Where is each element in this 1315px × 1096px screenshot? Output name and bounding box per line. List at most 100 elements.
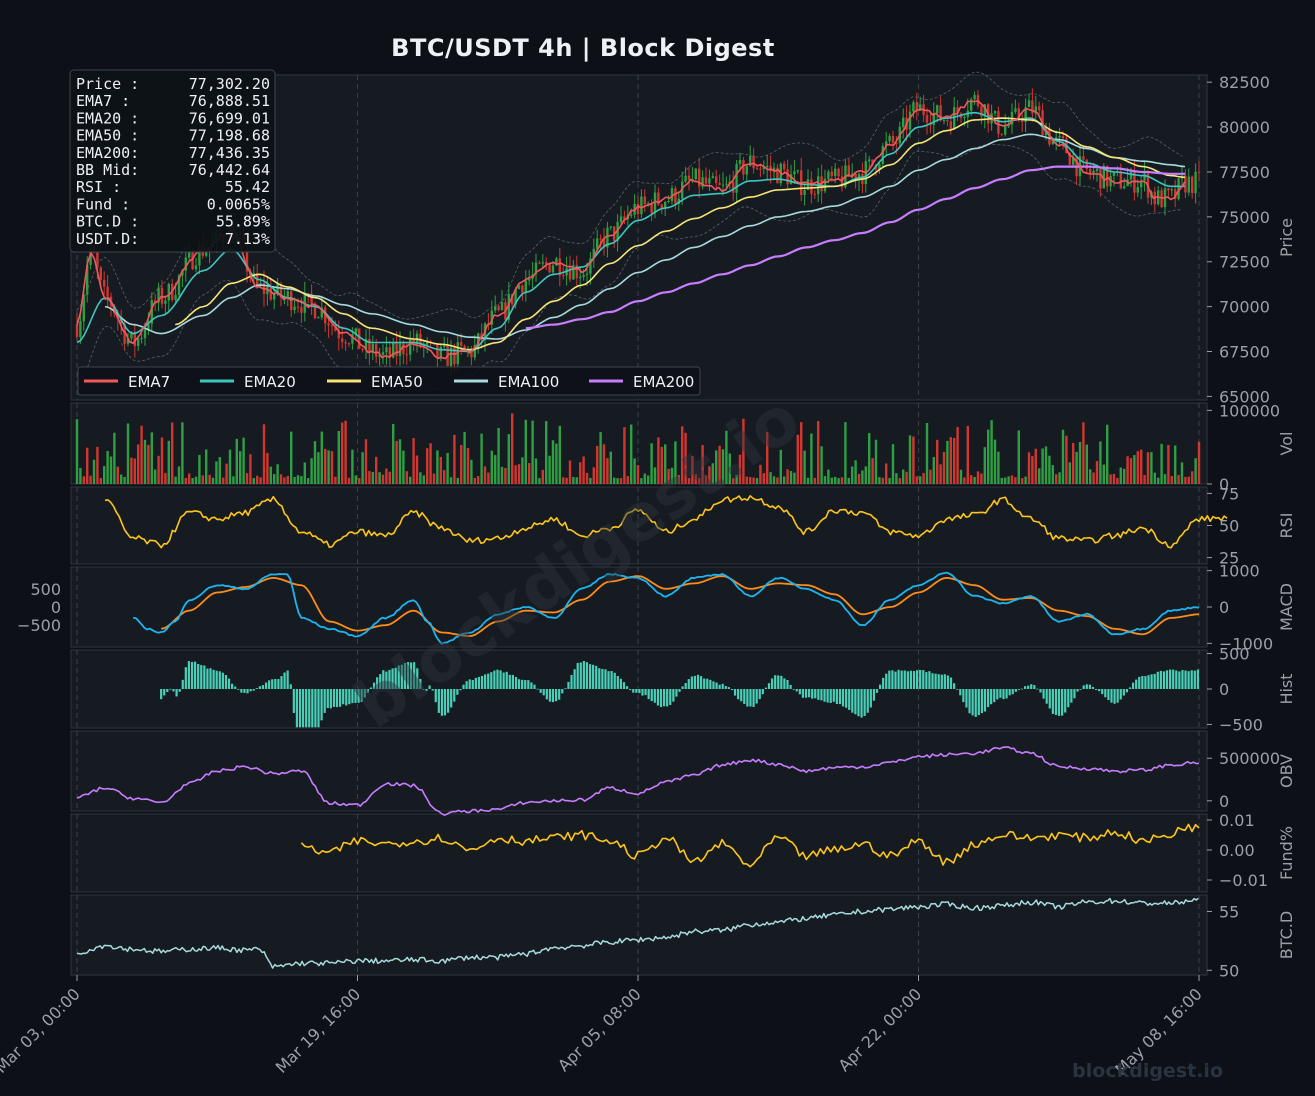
volume-bar: [1034, 448, 1037, 484]
volume-bar: [538, 478, 541, 484]
hist-bar: [345, 689, 348, 706]
volume-bar: [670, 467, 674, 484]
volume-bar: [701, 444, 704, 484]
candle-body: [307, 293, 310, 295]
candle-body: [708, 178, 711, 184]
volume-bar: [871, 458, 874, 484]
candle-body: [514, 288, 517, 305]
volume-bar: [681, 426, 684, 484]
volume-bar: [1143, 475, 1146, 484]
tick-label: 0: [1219, 598, 1229, 617]
hist-bar: [459, 689, 462, 691]
hist-bar: [931, 673, 934, 689]
hist-bar: [1030, 684, 1033, 689]
volume-bar: [113, 432, 116, 484]
hist-bar: [1091, 686, 1095, 689]
candle-body: [670, 188, 674, 201]
candle-body: [980, 106, 983, 117]
volume-bar: [735, 474, 738, 484]
volume-bar: [1163, 474, 1167, 484]
candle-body: [592, 248, 595, 259]
hist-bar: [471, 679, 474, 689]
volume-bar: [565, 477, 568, 484]
volume-bar: [1184, 476, 1187, 484]
volume-bar: [201, 475, 204, 484]
volume-bar: [446, 452, 449, 484]
hist-bar: [582, 660, 585, 689]
hist-bar: [579, 662, 582, 689]
volume-bar: [711, 463, 714, 484]
info-label: EMA20 :: [76, 109, 139, 127]
hist-bar: [311, 689, 314, 728]
hist-bar: [854, 689, 857, 715]
hist-bar: [928, 671, 931, 689]
candle-body: [337, 330, 340, 339]
volume-bar: [551, 440, 555, 484]
hist-bar: [740, 689, 743, 702]
volume-bar: [1061, 429, 1065, 484]
hist-bar: [684, 682, 687, 689]
volume-bar: [912, 436, 915, 484]
candle-body: [596, 238, 599, 249]
tick-label: 0.00: [1219, 841, 1255, 860]
volume-bar: [616, 478, 619, 484]
hist-bar: [521, 679, 524, 689]
candle-body: [657, 192, 660, 205]
candle-body: [606, 227, 609, 248]
candle-body: [181, 270, 184, 276]
volume-bar: [555, 443, 558, 484]
hist-bar: [409, 662, 413, 689]
volume-bar: [572, 477, 575, 484]
volume-bar: [956, 427, 959, 484]
hist-bar: [588, 664, 592, 689]
candle-body: [524, 280, 527, 293]
volume-bar: [976, 471, 980, 484]
volume-bar: [256, 475, 259, 484]
hist-bar: [993, 689, 996, 703]
volume-bar: [1058, 472, 1061, 484]
volume-bar: [582, 456, 585, 484]
hist-bar: [453, 689, 456, 702]
hist-bar: [413, 662, 416, 689]
legend-item: EMA200: [633, 373, 694, 391]
volume-bar: [800, 422, 803, 484]
hist-bar: [804, 689, 808, 698]
tick-label: 50: [1219, 961, 1239, 980]
candle-body: [868, 159, 871, 162]
legend-item: EMA20: [244, 373, 296, 391]
volume-bar: [330, 451, 334, 484]
candle-body: [1061, 136, 1065, 139]
candle-body: [834, 168, 837, 177]
volume-bar: [623, 427, 626, 484]
volume-bar: [1085, 444, 1088, 484]
candle-body: [1177, 178, 1180, 199]
volume-bar: [609, 451, 612, 484]
volume-bar: [813, 477, 816, 484]
candle-body: [1051, 140, 1054, 145]
candle-body: [534, 262, 538, 275]
volume-bar: [371, 472, 374, 484]
candle-body: [191, 251, 194, 270]
volume-bar: [283, 477, 286, 484]
hist-bar: [1094, 689, 1098, 691]
hist-bar: [545, 689, 548, 700]
hist-bar: [653, 689, 656, 703]
hist-bar: [181, 679, 184, 689]
candle-body: [511, 293, 514, 305]
candle-body: [106, 286, 109, 297]
candle-body: [147, 323, 150, 330]
candle-body: [426, 341, 429, 345]
hist-bar: [1020, 688, 1024, 690]
hist-bar: [1051, 689, 1054, 714]
hist-bar: [166, 689, 169, 693]
candle-body: [667, 200, 670, 203]
tick-label: 500000: [1219, 749, 1280, 768]
volume-bar: [1075, 451, 1078, 484]
hist-bar: [696, 674, 700, 689]
volume-bar: [1153, 472, 1156, 484]
volume-bar: [439, 456, 442, 484]
volume-bar: [851, 466, 854, 484]
volume-bar: [575, 477, 578, 484]
candle-body: [358, 328, 361, 349]
volume-bar: [762, 473, 765, 484]
